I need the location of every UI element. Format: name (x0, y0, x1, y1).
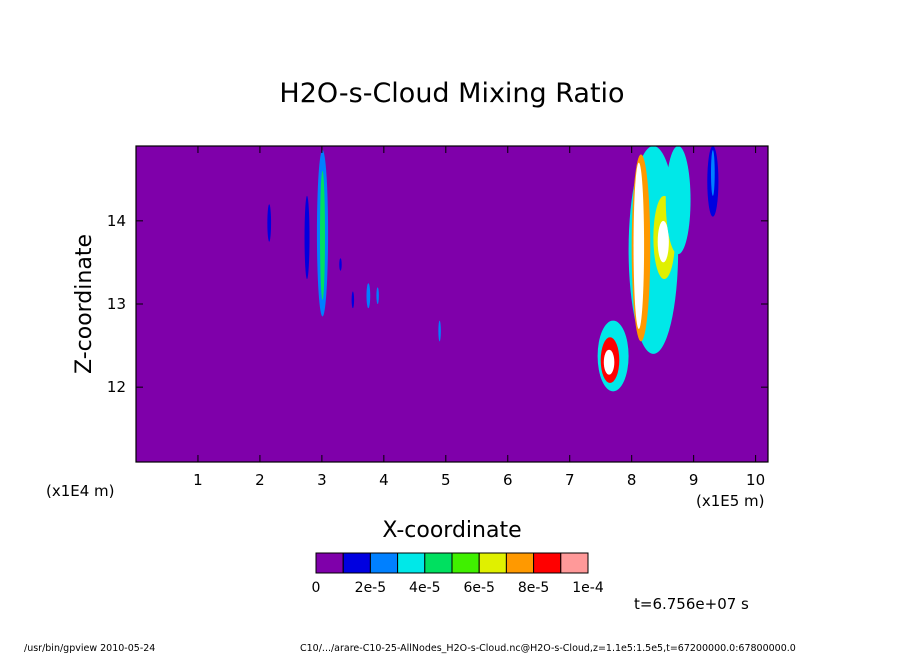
x-tick-label: 3 (317, 471, 327, 489)
colorbar-tick-label: 2e-5 (355, 580, 386, 596)
colorbar-tick-label: 1e-4 (572, 580, 604, 596)
feature-thin-plume-a (267, 204, 272, 242)
colorbar-cell (424, 552, 453, 574)
colorbar-tick-label: 0 (312, 580, 321, 596)
colorbar-labels: 0 2e-5 4e-5 6e-5 8e-5 1e-4 (312, 580, 604, 596)
footer-right: C10/.../arare-C10-25-AllNodes_H2O-s-Clou… (300, 643, 796, 654)
x-axis-ticks: 1 2 3 4 5 6 7 8 9 10 (193, 146, 765, 489)
colorbar-cell (342, 552, 371, 574)
feature-right-column-core (710, 150, 715, 196)
x-axis-label: X-coordinate (382, 518, 521, 543)
feature-streak-a (339, 258, 342, 271)
colorbar-tick-label: 8e-5 (518, 580, 549, 596)
x-tick-label: 9 (689, 471, 699, 489)
colorbar-cell (451, 552, 480, 574)
contour-features (267, 146, 719, 392)
feature-tower-side-core (657, 220, 669, 263)
colorbar-cell (533, 552, 562, 574)
x-multiplier-left: (x1E4 m) (46, 482, 115, 500)
feature-streak-e (438, 320, 441, 342)
x-tick-label: 7 (565, 471, 575, 489)
y-axis-label: Z-coordinate (72, 234, 97, 374)
y-tick-label: 12 (107, 378, 126, 396)
feature-thin-plume-b (304, 195, 310, 280)
chart-title: H2O-s-Cloud Mixing Ratio (279, 78, 624, 109)
x-tick-label: 2 (255, 471, 265, 489)
feature-tower-core (633, 162, 645, 329)
colorbar-cell (315, 552, 344, 574)
x-tick-label: 4 (379, 471, 389, 489)
x-tick-label: 1 (193, 471, 203, 489)
colorbar-cell (397, 552, 426, 574)
colorbar (315, 552, 589, 574)
feature-streak-b (351, 291, 355, 309)
time-label: t=6.756e+07 s (634, 595, 749, 613)
colorbar-tick-label: 6e-5 (463, 580, 494, 596)
x-tick-label: 5 (441, 471, 451, 489)
feature-streak-d (376, 287, 379, 304)
y-tick-label: 14 (107, 212, 126, 230)
colorbar-cell (478, 552, 507, 574)
colorbar-cell (560, 552, 589, 574)
x-tick-label: 10 (746, 471, 765, 489)
feature-cloud-blob-peak (603, 349, 615, 375)
y-tick-label: 13 (107, 295, 126, 313)
x-multiplier-right: (x1E5 m) (696, 492, 765, 510)
feature-tail-a (665, 146, 691, 255)
y-axis-ticks: 12 13 14 (107, 212, 768, 396)
colorbar-cell (505, 552, 535, 574)
footer-left: /usr/bin/gpview 2010-05-24 (24, 643, 155, 654)
colorbar-cell (369, 552, 399, 574)
colorbar-tick-label: 4e-5 (409, 580, 440, 596)
feature-column-core (320, 170, 325, 300)
x-tick-label: 8 (627, 471, 637, 489)
feature-streak-c (366, 283, 371, 309)
x-tick-label: 6 (503, 471, 513, 489)
